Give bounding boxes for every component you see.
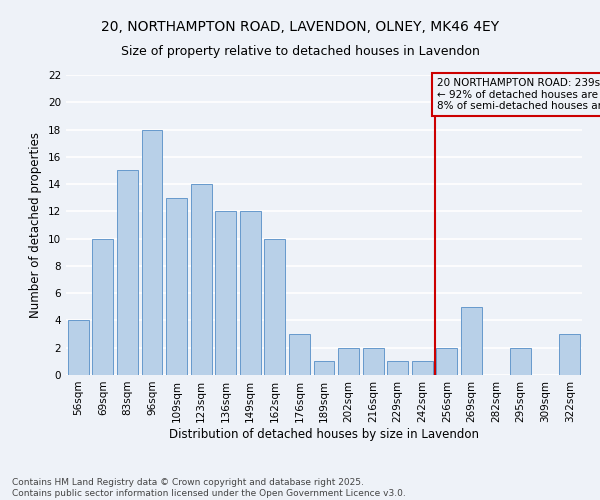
Text: Size of property relative to detached houses in Lavendon: Size of property relative to detached ho…: [121, 45, 479, 58]
Bar: [362, 348, 383, 375]
Bar: [436, 348, 457, 375]
Bar: [338, 348, 359, 375]
Bar: [142, 130, 163, 375]
Bar: [265, 238, 286, 375]
Bar: [92, 238, 113, 375]
Bar: [240, 212, 261, 375]
Text: 20, NORTHAMPTON ROAD, LAVENDON, OLNEY, MK46 4EY: 20, NORTHAMPTON ROAD, LAVENDON, OLNEY, M…: [101, 20, 499, 34]
Bar: [289, 334, 310, 375]
Bar: [412, 362, 433, 375]
Bar: [461, 307, 482, 375]
Bar: [314, 362, 334, 375]
Bar: [117, 170, 138, 375]
Bar: [510, 348, 531, 375]
Bar: [559, 334, 580, 375]
Bar: [215, 212, 236, 375]
Bar: [387, 362, 408, 375]
Y-axis label: Number of detached properties: Number of detached properties: [29, 132, 43, 318]
X-axis label: Distribution of detached houses by size in Lavendon: Distribution of detached houses by size …: [169, 428, 479, 440]
Text: Contains HM Land Registry data © Crown copyright and database right 2025.
Contai: Contains HM Land Registry data © Crown c…: [12, 478, 406, 498]
Text: 20 NORTHAMPTON ROAD: 239sqm
← 92% of detached houses are smaller (116)
8% of sem: 20 NORTHAMPTON ROAD: 239sqm ← 92% of det…: [437, 78, 600, 111]
Bar: [166, 198, 187, 375]
Bar: [191, 184, 212, 375]
Bar: [68, 320, 89, 375]
